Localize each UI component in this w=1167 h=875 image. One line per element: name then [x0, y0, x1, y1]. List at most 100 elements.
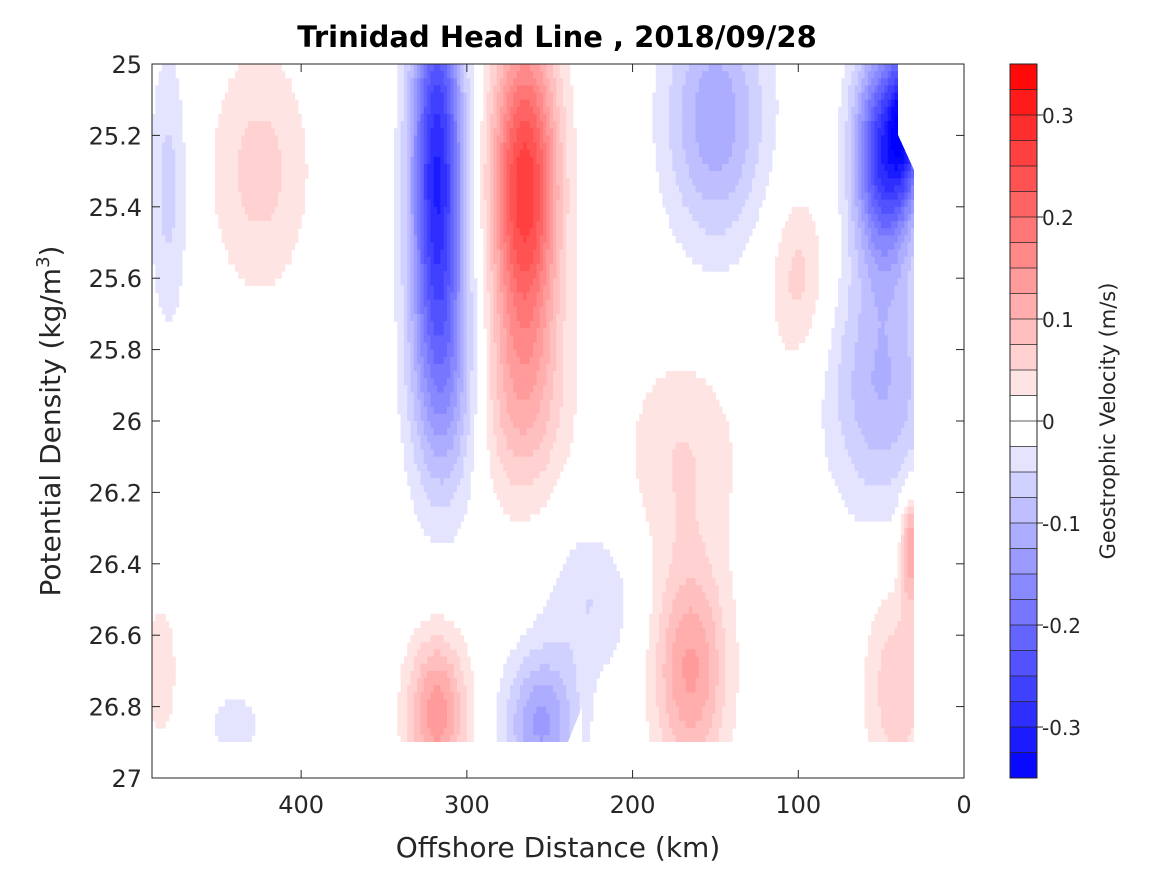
contour-cell [158, 199, 163, 208]
contour-cell [397, 328, 402, 336]
contour-cell [493, 171, 498, 179]
contour-cell [231, 242, 236, 251]
contour-cell [433, 363, 438, 372]
contour-cell [486, 171, 491, 179]
contour-cell [400, 385, 405, 394]
contour-cell [161, 221, 166, 229]
contour-cell [566, 285, 571, 294]
contour-cell [546, 121, 551, 129]
contour-cell [175, 106, 180, 115]
contour-cell [178, 192, 183, 201]
contour-cell [456, 478, 461, 486]
contour-cell [519, 363, 524, 372]
contour-cell [460, 171, 465, 179]
contour-cell [549, 71, 554, 79]
contour-cell [513, 413, 518, 422]
contour-cell [397, 192, 402, 201]
contour-cell [566, 378, 571, 386]
contour-cell [158, 263, 163, 272]
contour-cell [238, 163, 243, 172]
contour-cell [248, 149, 253, 158]
contour-cell [440, 128, 445, 136]
contour-cell [443, 728, 448, 736]
contour-cell [403, 213, 408, 222]
contour-cell [231, 135, 236, 144]
contour-cell [456, 249, 461, 258]
contour-cell [397, 113, 402, 122]
contour-cell [400, 192, 405, 201]
contour-cell [466, 456, 471, 465]
contour-cell [158, 285, 163, 294]
contour-cell [500, 292, 504, 301]
contour-cell [536, 649, 541, 658]
contour-cell [529, 649, 534, 658]
contour-cell [546, 149, 551, 158]
contour-cell [566, 178, 571, 186]
contour-cell [539, 285, 544, 294]
contour-cell [403, 106, 408, 115]
contour-cell [456, 713, 461, 722]
contour-cell [446, 713, 451, 722]
contour-cell [430, 349, 435, 358]
contour-cell [549, 328, 554, 336]
contour-cell [490, 192, 494, 201]
contour-cell [509, 156, 514, 165]
contour-cell [496, 156, 501, 165]
contour-cell [566, 142, 571, 151]
contour-cell [549, 135, 554, 144]
contour-cell [221, 728, 226, 736]
contour-cell [161, 121, 166, 129]
contour-cell [566, 406, 571, 415]
contour-cell [400, 342, 405, 351]
contour-cell [446, 670, 451, 679]
contour-cell [294, 228, 299, 236]
contour-cell [420, 64, 425, 72]
contour-cell [486, 378, 491, 386]
contour-cell [559, 421, 564, 429]
contour-cell [413, 692, 418, 701]
contour-cell [546, 213, 551, 222]
contour-cell [171, 113, 176, 122]
contour-cell [155, 228, 160, 236]
contour-cell [430, 192, 435, 201]
contour-cell [268, 228, 272, 236]
contour-cell [241, 228, 246, 236]
contour-cell [420, 106, 425, 115]
contour-cell [427, 71, 431, 79]
contour-cell [165, 642, 170, 651]
contour-cell [556, 235, 561, 244]
contour-cell [403, 713, 408, 722]
contour-cell [427, 728, 431, 736]
contour-cell [427, 221, 431, 229]
contour-cell [500, 99, 504, 108]
contour-cell [420, 620, 425, 629]
contour-cell [430, 206, 435, 215]
contour-cell [500, 720, 504, 729]
contour-cell [559, 306, 564, 315]
contour-cell [446, 692, 451, 701]
contour-cell [486, 285, 491, 294]
contour-cell [516, 85, 521, 94]
contour-cell [523, 142, 528, 151]
contour-cell [556, 463, 561, 472]
contour-cell [460, 428, 465, 436]
contour-cell [453, 149, 458, 158]
contour-cell [168, 192, 173, 201]
contour-cell [546, 635, 551, 643]
contour-cell [513, 71, 518, 79]
contour-cell [539, 449, 544, 458]
contour-cell [569, 278, 574, 286]
contour-cell [297, 221, 302, 229]
contour-cell [500, 113, 504, 122]
contour-cell [536, 642, 541, 651]
contour-cell [553, 71, 557, 79]
contour-cell [509, 706, 514, 715]
contour-cell [500, 306, 504, 315]
contour-cell [440, 256, 445, 265]
contour-cell [460, 121, 465, 129]
contour-cell [466, 713, 471, 722]
contour-cell [403, 71, 408, 79]
contour-cell [403, 328, 408, 336]
contour-cell [496, 363, 501, 372]
contour-cell [559, 385, 564, 394]
